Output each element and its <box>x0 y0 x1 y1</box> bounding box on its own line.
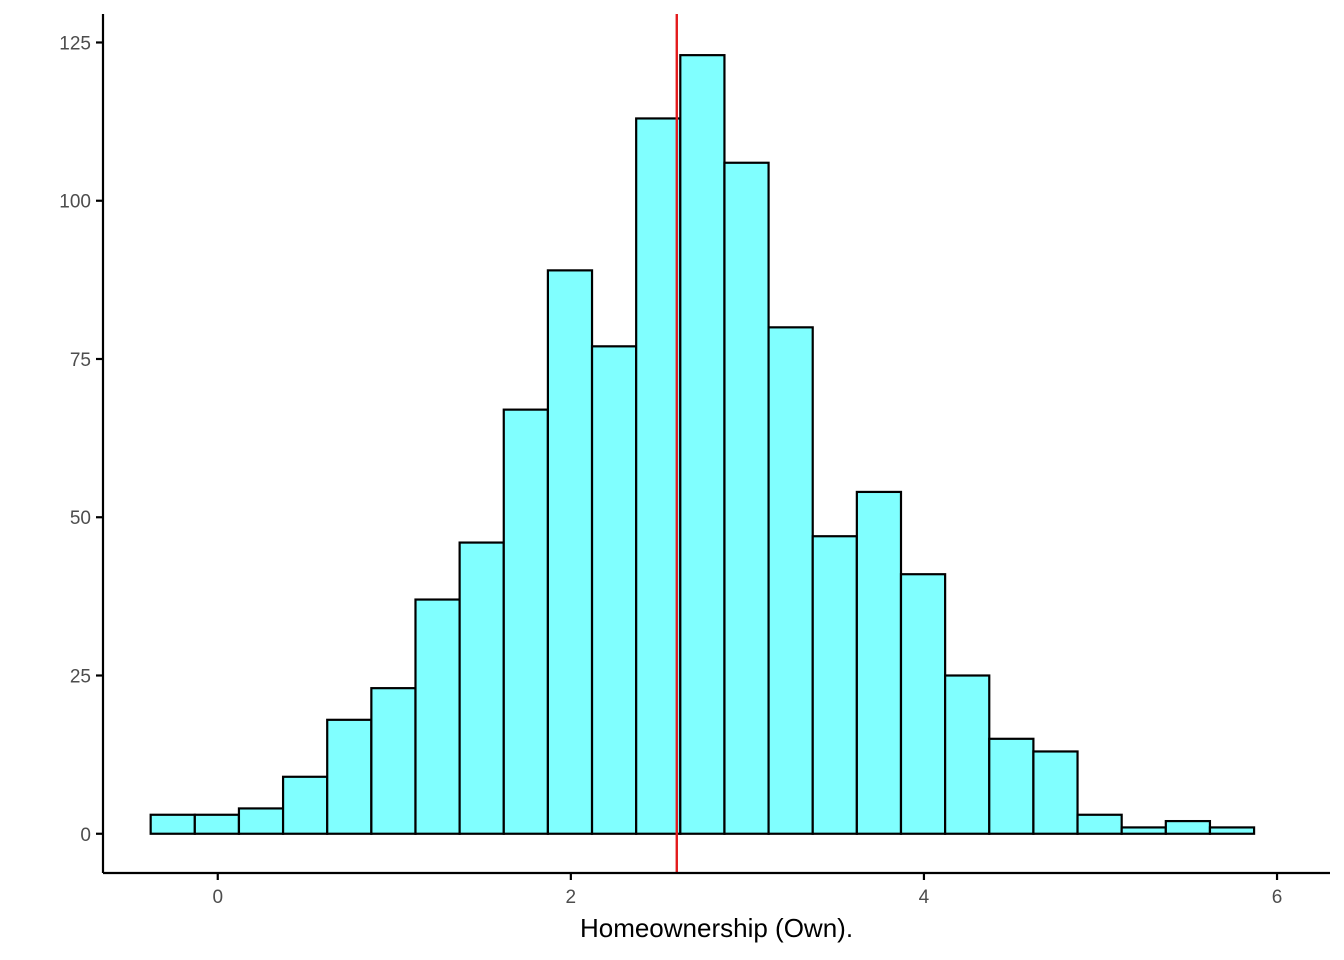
histogram-bar <box>899 573 947 835</box>
histogram-bar <box>414 598 461 835</box>
histogram-bar <box>679 54 726 835</box>
y-tick-label: 25 <box>70 666 91 687</box>
histogram-bar <box>502 408 549 835</box>
x-tick-label: 4 <box>919 887 930 908</box>
histogram-bar <box>326 718 373 835</box>
histogram-bar <box>281 775 329 835</box>
histogram-bar <box>546 269 594 835</box>
x-axis-ticks: 0 2 4 6 <box>212 873 1282 908</box>
x-axis-title: Homeownership (Own). <box>580 913 853 943</box>
histogram-bar <box>767 326 814 835</box>
histogram-bar <box>149 813 196 835</box>
histogram-bar <box>635 117 682 835</box>
axes: 0 25 50 75 100 125 0 2 4 6 <box>59 14 1330 908</box>
histogram-bar <box>1208 826 1256 835</box>
histogram-bar <box>1032 750 1079 835</box>
histogram-bar <box>855 490 903 835</box>
histogram-bar <box>944 674 991 835</box>
x-tick-label: 6 <box>1272 887 1283 908</box>
histogram-bar <box>193 813 241 835</box>
histogram-bar <box>590 345 638 835</box>
x-tick-label: 0 <box>212 887 223 908</box>
histogram-bar <box>723 161 770 835</box>
histogram-bar <box>1164 819 1212 835</box>
histogram-bar <box>237 807 285 835</box>
histogram-bars <box>149 54 1256 835</box>
histogram-bar <box>1120 826 1167 835</box>
histogram-bar <box>1076 813 1123 835</box>
y-tick-label: 100 <box>59 192 91 213</box>
y-tick-label: 75 <box>70 350 91 371</box>
y-tick-label: 50 <box>70 508 91 529</box>
histogram-bar <box>811 535 858 835</box>
y-tick-label: 0 <box>80 825 91 846</box>
y-tick-label: 125 <box>59 33 91 54</box>
y-axis-ticks: 0 25 50 75 100 125 <box>59 33 103 846</box>
x-tick-label: 2 <box>566 887 577 908</box>
histogram-bar <box>988 737 1035 835</box>
histogram-bar <box>458 541 505 835</box>
histogram-bar <box>370 687 417 835</box>
